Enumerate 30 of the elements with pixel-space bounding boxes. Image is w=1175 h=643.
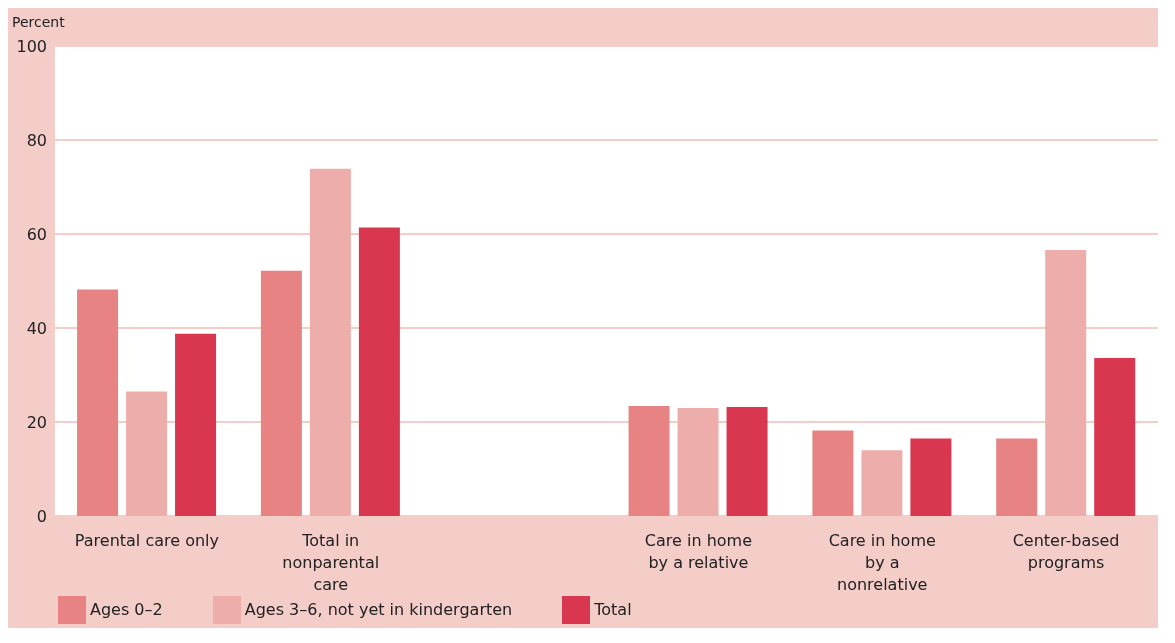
- bar: [126, 391, 168, 516]
- bar: [910, 438, 952, 516]
- legend-label: Total: [594, 599, 632, 619]
- y-tick-label: 20: [26, 412, 47, 432]
- x-tick-label: Care in home by a relative: [644, 531, 752, 572]
- y-tick-label: 60: [26, 224, 47, 244]
- x-tick-label: Total in nonparental care: [282, 531, 380, 594]
- bar: [358, 227, 400, 516]
- x-tick-label: Care in home by a nonrelative: [828, 531, 936, 594]
- bar: [726, 406, 768, 516]
- bar: [260, 270, 302, 516]
- bar: [309, 168, 351, 516]
- y-axis-title: Percent: [12, 14, 65, 30]
- bar: [1045, 249, 1087, 516]
- y-tick-label: 0: [36, 506, 47, 526]
- legend-label: Ages 3–6, not yet in kindergarten: [244, 599, 513, 619]
- bar: [996, 438, 1038, 516]
- bar: [861, 450, 903, 516]
- bar: [77, 289, 119, 516]
- bar: [1094, 358, 1136, 516]
- bar: [812, 430, 854, 516]
- bar: [677, 407, 719, 516]
- legend-label: Ages 0–2: [90, 599, 163, 619]
- y-tick-label: 40: [26, 318, 47, 338]
- y-tick-label: 100: [16, 36, 47, 56]
- bar: [175, 333, 217, 516]
- bar: [628, 406, 670, 516]
- x-tick-label: Center-based programs: [1012, 531, 1120, 572]
- y-tick-label: 80: [26, 130, 47, 150]
- x-tick-label: Parental care only: [74, 531, 219, 550]
